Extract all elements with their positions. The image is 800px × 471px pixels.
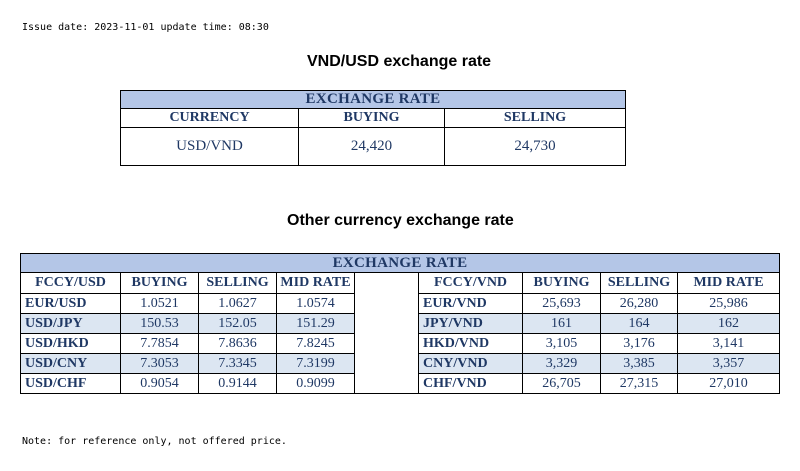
table-row: USD/VND 24,420 24,730: [120, 127, 626, 166]
mid-rate-cell: 162: [676, 313, 781, 334]
column-header-selling: SELLING: [600, 272, 678, 294]
selling-cell: 27,315: [600, 373, 678, 394]
selling-cell: 0.9144: [198, 373, 277, 394]
column-header-currency: CURRENCY: [120, 108, 299, 128]
vnd-usd-title: VND/USD exchange rate: [307, 53, 492, 70]
mid-rate-cell: 27,010: [676, 373, 781, 394]
mid-rate-cell: 3,141: [676, 333, 781, 354]
buying-cell: 25,693: [522, 293, 601, 314]
buying-cell: 150.53: [120, 313, 199, 334]
column-header-fccy-vnd: FCCY/VND: [418, 272, 523, 294]
selling-cell: 26,280: [600, 293, 678, 314]
selling-cell: 1.0627: [198, 293, 277, 314]
table-row: USD/CNY 7.3053 7.3345 7.3199 CNY/VND 3,3…: [20, 353, 781, 374]
spacer-cell: [354, 353, 419, 374]
buying-cell: 161: [522, 313, 601, 334]
buying-cell: 3,329: [522, 353, 601, 374]
pair-cell: JPY/VND: [418, 313, 523, 334]
buying-cell: 0.9054: [120, 373, 199, 394]
buying-cell: 24,420: [298, 127, 445, 166]
mid-rate-cell: 1.0574: [276, 293, 355, 314]
buying-cell: 1.0521: [120, 293, 199, 314]
spacer-cell: [354, 313, 419, 334]
currency-cell: USD/VND: [120, 127, 299, 166]
table-band-title: EXCHANGE RATE: [120, 90, 626, 109]
selling-cell: 164: [600, 313, 678, 334]
spacer-column: [354, 272, 419, 294]
mid-rate-cell: 0.9099: [276, 373, 355, 394]
mid-rate-cell: 3,357: [676, 353, 781, 374]
vnd-usd-table: EXCHANGE RATE CURRENCY BUYING SELLING US…: [120, 90, 626, 166]
selling-cell: 7.8636: [198, 333, 277, 354]
buying-cell: 26,705: [522, 373, 601, 394]
selling-cell: 3,385: [600, 353, 678, 374]
column-header-selling: SELLING: [198, 272, 277, 294]
pair-cell: CNY/VND: [418, 353, 523, 374]
column-header-buying: BUYING: [120, 272, 199, 294]
reference-note: Note: for reference only, not offered pr…: [22, 436, 287, 447]
table-row: USD/CHF 0.9054 0.9144 0.9099 CHF/VND 26,…: [20, 373, 781, 394]
selling-cell: 3,176: [600, 333, 678, 354]
column-header-selling: SELLING: [444, 108, 626, 128]
column-header-buying: BUYING: [522, 272, 601, 294]
buying-cell: 3,105: [522, 333, 601, 354]
pair-cell: USD/CHF: [20, 373, 121, 394]
mid-rate-cell: 151.29: [276, 313, 355, 334]
table-row: USD/HKD 7.7854 7.8636 7.8245 HKD/VND 3,1…: [20, 333, 781, 354]
pair-cell: EUR/USD: [20, 293, 121, 314]
selling-cell: 7.3345: [198, 353, 277, 374]
mid-rate-cell: 25,986: [676, 293, 781, 314]
table-row: USD/JPY 150.53 152.05 151.29 JPY/VND 161…: [20, 313, 781, 334]
column-header-mid-rate: MID RATE: [676, 272, 781, 294]
selling-cell: 24,730: [444, 127, 626, 166]
issue-date-line: Issue date: 2023-11-01 update time: 08:3…: [22, 22, 269, 33]
spacer-cell: [354, 333, 419, 354]
table-band-title: EXCHANGE RATE: [19, 253, 781, 273]
other-currency-table: EXCHANGE RATE FCCY/USD BUYING SELLING MI…: [19, 253, 781, 394]
pair-cell: HKD/VND: [418, 333, 523, 354]
spacer-cell: [354, 373, 419, 394]
pair-cell: CHF/VND: [418, 373, 523, 394]
buying-cell: 7.3053: [120, 353, 199, 374]
column-header-buying: BUYING: [298, 108, 445, 128]
table-row: EUR/USD 1.0521 1.0627 1.0574 EUR/VND 25,…: [20, 293, 781, 314]
mid-rate-cell: 7.8245: [276, 333, 355, 354]
column-header-mid-rate: MID RATE: [276, 272, 355, 294]
mid-rate-cell: 7.3199: [276, 353, 355, 374]
spacer-cell: [354, 293, 419, 314]
buying-cell: 7.7854: [120, 333, 199, 354]
other-currency-title: Other currency exchange rate: [287, 212, 514, 229]
pair-cell: EUR/VND: [418, 293, 523, 314]
selling-cell: 152.05: [198, 313, 277, 334]
pair-cell: USD/CNY: [20, 353, 121, 374]
column-header-fccy-usd: FCCY/USD: [20, 272, 121, 294]
pair-cell: USD/JPY: [20, 313, 121, 334]
pair-cell: USD/HKD: [20, 333, 121, 354]
